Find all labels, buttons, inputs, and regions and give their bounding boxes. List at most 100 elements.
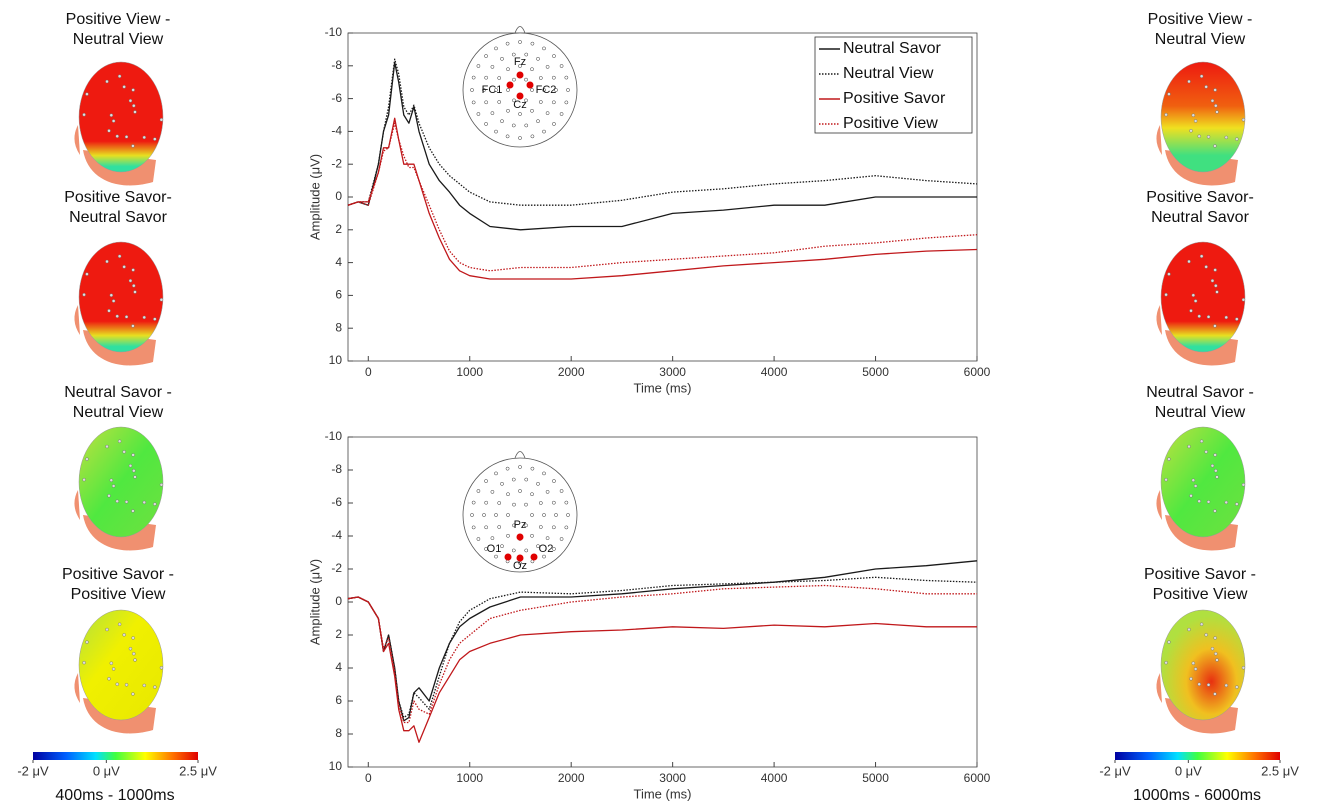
electrode (551, 500, 556, 505)
map-electrode (122, 450, 126, 454)
map-electrode (133, 290, 137, 294)
map-electrode (111, 119, 116, 123)
ear (74, 305, 80, 335)
electrode (500, 119, 504, 124)
y-tick-label: -10 (325, 25, 343, 39)
electrode-map: Fz FC1 FC2 Cz (462, 26, 578, 148)
selected-electrode (504, 553, 512, 561)
map-electrode (115, 134, 119, 138)
map-electrode (109, 113, 114, 117)
electrode (566, 88, 570, 92)
map-electrode (1241, 483, 1246, 487)
electrode (490, 536, 495, 540)
map-electrode (1214, 469, 1218, 473)
electrode-label: FC1 (482, 84, 503, 96)
map-electrode (111, 299, 116, 303)
map-title: Positive View (1153, 586, 1248, 603)
y-tick-label: -6 (331, 495, 342, 509)
y-tick-label: -4 (331, 124, 342, 138)
y-tick-label: -8 (331, 462, 342, 476)
selected-electrode (530, 553, 538, 561)
time-window: 400ms - 1000ms (55, 787, 174, 804)
scalp-map (1160, 609, 1246, 721)
x-tick-label: 1000 (456, 771, 483, 785)
map-electrode (1187, 627, 1191, 632)
map-electrode (1213, 636, 1217, 640)
ear (74, 673, 80, 703)
head (1156, 609, 1246, 734)
map-electrode (107, 309, 111, 313)
map-electrode (1213, 324, 1217, 328)
electrode-label: Fz (514, 56, 526, 68)
map-electrode (124, 500, 129, 504)
electrode (476, 489, 481, 493)
electrode (524, 98, 528, 103)
selected-electrode (506, 81, 514, 89)
electrode (564, 100, 569, 105)
y-tick-label: 0 (335, 594, 342, 608)
electrode (511, 477, 516, 482)
scalp (462, 457, 578, 573)
electrode (506, 513, 510, 517)
electrode-label: FC2 (536, 84, 557, 96)
scalp-map (78, 241, 164, 353)
map-electrode (1206, 135, 1211, 139)
electrode (518, 112, 522, 116)
map-electrode (105, 627, 109, 632)
map-electrode (153, 317, 157, 321)
y-tick-label: 10 (329, 759, 343, 773)
map-electrode (1241, 118, 1246, 122)
map-electrode (1189, 129, 1193, 133)
map-title: Positive Savor - (1144, 566, 1256, 583)
map-electrode (128, 99, 133, 103)
map-electrode (133, 110, 137, 114)
electrode (497, 76, 502, 80)
electrode (564, 75, 569, 80)
scalp-map (1160, 241, 1246, 353)
electrode (530, 533, 534, 538)
electrode (500, 481, 504, 486)
x-tick-label: 2000 (558, 365, 585, 379)
electrode (512, 502, 516, 507)
colorbar-label: -2 μV (17, 763, 49, 778)
map-title: Neutral View (1155, 404, 1246, 421)
map-electrode (142, 500, 146, 505)
x-tick-label: 0 (365, 365, 372, 379)
electrode-label: Cz (513, 99, 526, 111)
electrode (518, 489, 522, 493)
selected-electrode (516, 92, 524, 100)
map-electrode (107, 677, 111, 681)
electrode (494, 88, 498, 92)
y-tick-label: -2 (331, 156, 342, 170)
colorbar (1115, 752, 1280, 760)
map-electrode (124, 135, 129, 139)
electrode (524, 477, 529, 482)
map-electrode (1213, 453, 1217, 457)
electrode (497, 525, 502, 529)
ear (1156, 125, 1162, 155)
map-electrode (1197, 314, 1201, 318)
electrode (511, 123, 516, 128)
electrode (482, 88, 486, 92)
map-electrode (1213, 144, 1217, 148)
map-electrode (124, 683, 129, 687)
x-tick-label: 5000 (862, 771, 889, 785)
electrode (545, 536, 550, 540)
series-line (347, 596, 977, 743)
y-tick-label: -6 (331, 91, 342, 105)
map-electrode (142, 683, 146, 688)
map-electrode (133, 475, 137, 479)
map-electrode (1210, 99, 1215, 103)
map-electrode (1193, 667, 1198, 671)
map-electrode (133, 658, 137, 662)
x-axis-label: Time (ms) (633, 786, 691, 801)
map-electrode (1204, 85, 1208, 89)
electrode (476, 537, 481, 541)
map-electrode (105, 444, 109, 449)
x-tick-label: 5000 (862, 365, 889, 379)
electrode (542, 129, 546, 134)
map-title: Neutral View (1155, 31, 1246, 48)
electrode (497, 501, 502, 505)
map-electrode (128, 647, 133, 651)
electrode (471, 500, 476, 505)
